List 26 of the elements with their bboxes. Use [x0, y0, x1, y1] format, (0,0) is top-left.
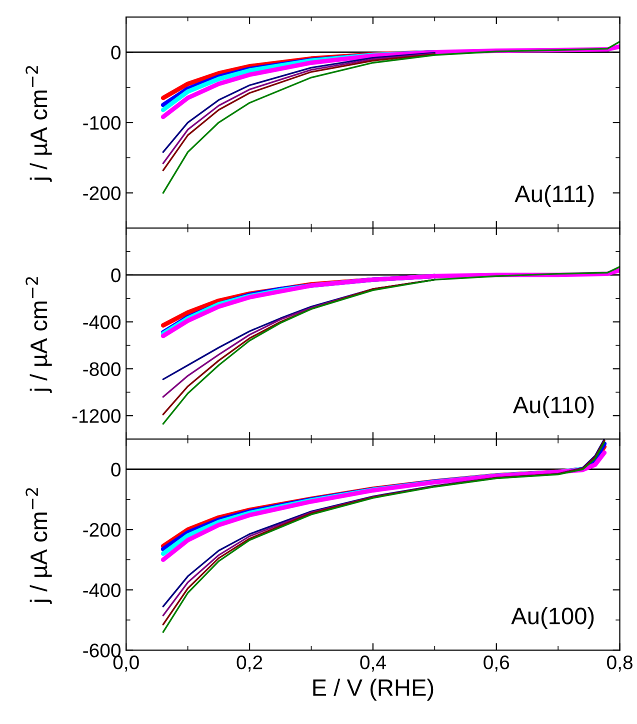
x-tick-label: 0,8 — [607, 656, 632, 672]
annotation: Au(100) — [511, 607, 594, 630]
y-tick-label: 0 — [111, 462, 121, 476]
y-axis-title: j / µA cm$^{−2}$ — [26, 488, 52, 604]
annotation: Au(110) — [512, 396, 594, 418]
y-axis-title: j / µA cm$^{−2}$ — [26, 66, 52, 182]
line-series — [162, 266, 620, 425]
y-tick-label: -1200 — [72, 409, 121, 423]
x-tick-label: 0,6 — [484, 656, 510, 672]
y-tick-label: -400 — [83, 315, 121, 330]
x-tick-label: 0,0 — [113, 656, 139, 672]
x-axis-title: E / V (RHE) — [313, 678, 434, 701]
line-series — [160, 450, 607, 562]
y-tick-label: -400 — [83, 583, 121, 598]
y-tick-label: 0 — [111, 268, 121, 282]
y-tick-label: -100 — [83, 116, 121, 130]
x-tick-label: 0,2 — [236, 656, 262, 672]
annotation: Au(111) — [514, 184, 594, 207]
line-series — [160, 268, 620, 338]
y-tick-label: 0 — [111, 46, 121, 60]
y-tick-label: -200 — [83, 186, 121, 200]
y-tick-label: -800 — [83, 362, 121, 376]
y-tick-label: -600 — [83, 644, 121, 658]
y-tick-label: -200 — [83, 523, 121, 537]
x-tick-label: 0,4 — [360, 656, 386, 672]
y-axis-title: j / µA cm$^{−2}$ — [26, 277, 52, 393]
